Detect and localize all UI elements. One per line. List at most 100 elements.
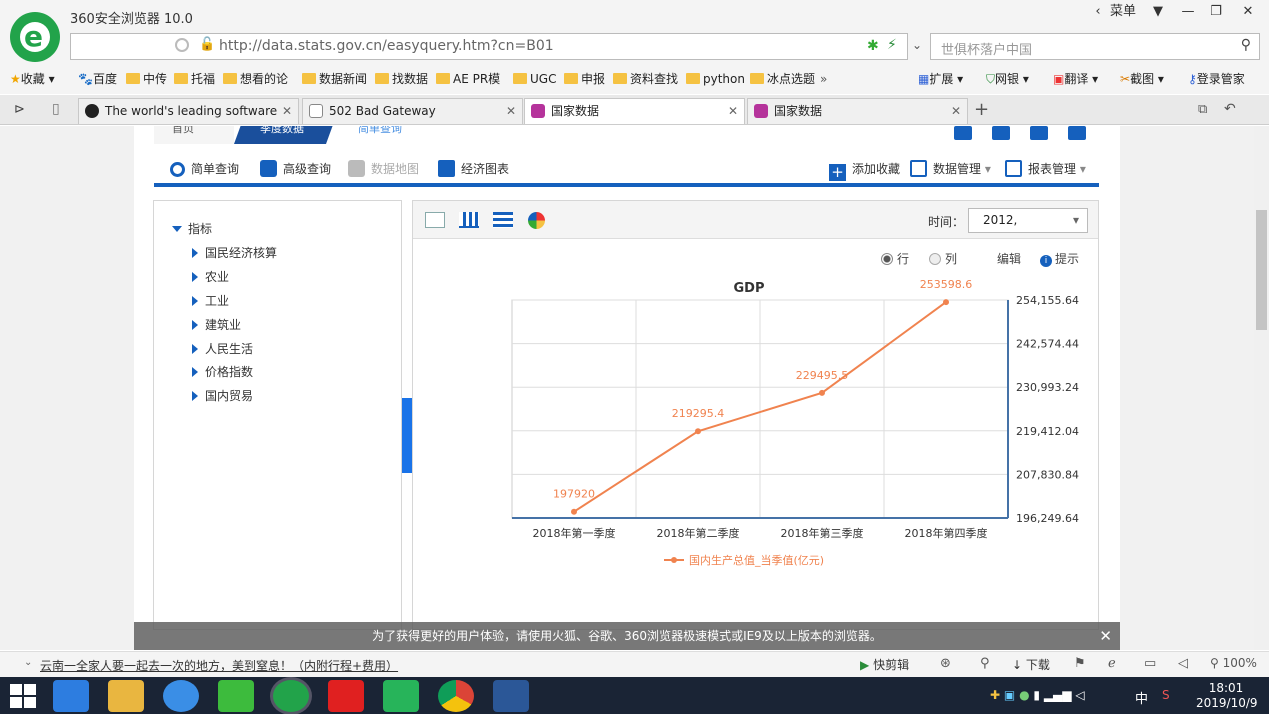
youdao-icon[interactable] (328, 680, 364, 712)
close-tab-icon[interactable]: ✕ (727, 104, 738, 118)
skin-icon[interactable]: ▼ (1153, 4, 1163, 19)
tree-item[interactable]: 农业 (192, 268, 229, 285)
pie-chart-icon[interactable] (528, 212, 545, 229)
bookmark-item[interactable]: UGC (513, 70, 556, 88)
window-icon[interactable]: ▭ (1144, 656, 1157, 671)
flag-icon[interactable]: ⚑ (1074, 656, 1086, 671)
url-text[interactable]: http://data.stats.gov.cn/easyquery.htm?c… (219, 38, 554, 54)
undo-icon[interactable]: ↶ (1224, 101, 1236, 117)
bookmark-item[interactable]: 找数据 (375, 70, 428, 88)
tree-item[interactable]: 国内贸易 (192, 387, 253, 404)
wechat-icon[interactable] (218, 680, 254, 712)
data-point[interactable] (819, 389, 825, 396)
bookmark-item[interactable]: AE PR模 (436, 70, 500, 88)
downloads-button[interactable]: ↓ 下载 (1012, 658, 1050, 672)
data-management-button[interactable]: 数据管理 ▾ (910, 160, 991, 177)
login-manager-button[interactable]: ⚷登录管家 (1188, 72, 1245, 86)
scrollbar-thumb[interactable] (1256, 210, 1267, 330)
sogou-icon[interactable]: S (1162, 688, 1170, 702)
pin-icon[interactable]: ⚲ (980, 656, 990, 671)
tab-national-data[interactable]: 国家数据 ✕ (747, 98, 968, 124)
quick-edit-button[interactable]: ▶ 快剪辑 (860, 658, 910, 672)
bookmark-item[interactable]: 想看的论 (223, 70, 288, 88)
tab-bad-gateway[interactable]: 502 Bad Gateway ✕ (302, 98, 523, 124)
tab-national-data-active[interactable]: 国家数据 ✕ (524, 98, 745, 124)
bookmark-favorites[interactable]: ★收藏 ▾ (10, 72, 55, 86)
address-bar[interactable]: 🔓 http://data.stats.gov.cn/easyquery.htm… (70, 33, 908, 60)
panel-splitter[interactable] (402, 398, 412, 473)
close-tab-icon[interactable]: ✕ (505, 104, 516, 118)
system-tray[interactable]: ✚ ▣ ● ▮ ▂▄▆ ◁ (990, 688, 1085, 702)
nav-tab-simple[interactable]: 简单查询 (358, 126, 402, 135)
news-link[interactable]: 云南一全家人要一起去一次的地方，美到窒息！（内附行程+费用） (40, 659, 399, 673)
bookmark-item[interactable]: 托福 (174, 70, 215, 88)
bookmark-item[interactable]: 🐾百度 (78, 72, 117, 86)
bookmark-item[interactable]: 申报 (564, 70, 605, 88)
windows-start-icon[interactable] (10, 684, 36, 708)
report-management-button[interactable]: 报表管理 ▾ (1005, 160, 1086, 177)
search-icon[interactable]: ⚲ (1240, 37, 1251, 53)
hint-link[interactable]: i 提示 (1040, 250, 1079, 267)
export-icon[interactable] (954, 126, 972, 140)
nav-tab-quarterly[interactable]: 季度数据 (234, 126, 334, 144)
close-notice-icon[interactable]: ✕ (1099, 627, 1112, 645)
bar-chart-icon[interactable] (459, 212, 479, 228)
time-select[interactable]: 2012, ▾ (968, 208, 1088, 233)
tree-item[interactable]: 工业 (192, 292, 229, 309)
collapse-icon[interactable]: ⌄ (24, 657, 33, 668)
word-icon[interactable] (493, 680, 529, 712)
zoom-control[interactable]: ⚲ 100% (1210, 656, 1257, 670)
horizontal-bar-icon[interactable] (493, 212, 513, 228)
tree-item[interactable]: 国民经济核算 (192, 244, 277, 261)
more-bookmarks-icon[interactable]: » (820, 72, 828, 86)
ie-icon[interactable]: ℯ (1108, 656, 1116, 671)
data-point[interactable] (695, 428, 701, 435)
chevron-left-icon[interactable]: ‹ (1095, 4, 1101, 19)
sidebar-toggle-icon[interactable]: ⊳ (14, 102, 25, 117)
edit-link[interactable]: 编辑 (997, 252, 1022, 266)
economic-charts-button[interactable]: 经济图表 (438, 160, 509, 177)
bookmark-item[interactable]: 中传 (126, 70, 167, 88)
screenshot-button[interactable]: ✂截图 ▾ (1120, 72, 1164, 86)
speed-icon[interactable]: ⊛ (940, 656, 951, 671)
bookmark-item[interactable]: python (686, 70, 745, 88)
bank-button[interactable]: ⛉网银 ▾ (986, 72, 1029, 86)
minimize-icon[interactable]: — (1181, 4, 1195, 19)
print-icon[interactable] (1030, 126, 1048, 140)
table-view-icon[interactable] (425, 212, 445, 228)
radio-col[interactable]: 列 (929, 250, 957, 267)
video-player-icon[interactable] (383, 680, 419, 712)
lightning-icon[interactable]: ⚡ (887, 37, 897, 53)
bookmark-item[interactable]: 数据新闻 (302, 70, 367, 88)
data-map-button[interactable]: 数据地图 (348, 160, 419, 177)
360-browser-icon[interactable] (273, 680, 309, 712)
search-box[interactable]: 世俱杯落户中国 ⚲ (930, 33, 1260, 60)
chrome-icon[interactable] (438, 680, 474, 712)
tree-item[interactable]: 人民生活 (192, 340, 253, 357)
tree-item[interactable]: 价格指数 (192, 363, 253, 380)
file-explorer-icon[interactable] (108, 680, 144, 712)
data-point[interactable] (943, 299, 949, 306)
add-favorite-button[interactable]: + 添加收藏 (829, 160, 900, 181)
legend[interactable]: 国内生产总值_当季值(亿元) (664, 553, 824, 567)
search-input[interactable]: 世俱杯落户中国 (941, 43, 1033, 58)
phone-icon[interactable]: ▯ (52, 101, 60, 117)
bookmark-item[interactable]: 资料查找 (613, 70, 678, 88)
clock[interactable]: 18:01 2019/10/9 (1196, 681, 1258, 711)
tree-root[interactable]: 指标 (172, 220, 212, 237)
tab-github[interactable]: The world's leading software ✕ (78, 98, 299, 124)
translate-button[interactable]: ▣翻译 ▾ (1053, 72, 1099, 86)
radio-row[interactable]: 行 (881, 250, 909, 267)
menu-button[interactable]: 菜单 (1109, 4, 1136, 19)
data-point[interactable] (571, 508, 577, 515)
table-icon[interactable] (992, 126, 1010, 140)
restore-tabs-icon[interactable]: ⧉ (1198, 102, 1208, 117)
simple-query-button[interactable]: 简单查询 (170, 160, 239, 177)
gear-speed-icon[interactable]: ✱ (867, 38, 879, 54)
tree-item[interactable]: 建筑业 (192, 316, 241, 333)
dropdown-chevron-icon[interactable]: ⌄ (912, 38, 923, 52)
nav-tab-home[interactable]: 首页 (154, 126, 234, 144)
baidu-netdisk-icon[interactable] (163, 680, 199, 712)
extensions-button[interactable]: ▦扩展 ▾ (918, 72, 964, 86)
advanced-query-button[interactable]: 高级查询 (260, 160, 331, 177)
